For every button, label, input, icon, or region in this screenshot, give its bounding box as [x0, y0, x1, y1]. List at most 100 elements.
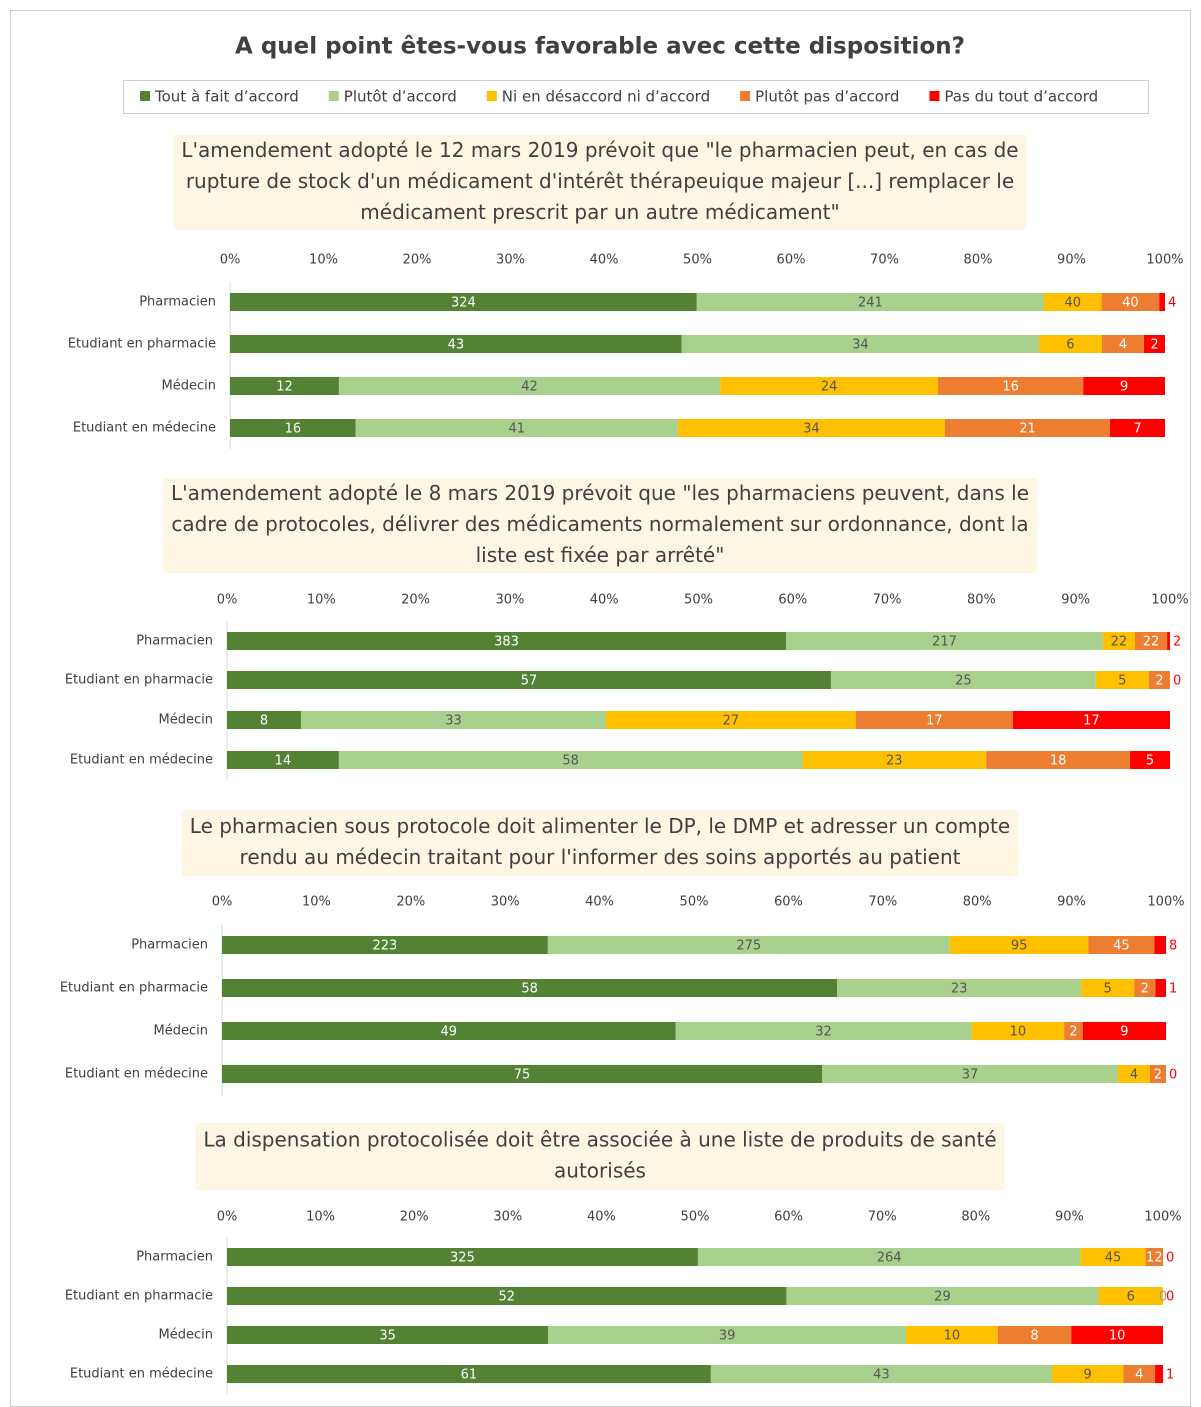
value-label: 5	[1146, 754, 1154, 769]
bar-segment	[1150, 1065, 1166, 1083]
value-label: 10	[944, 1329, 961, 1344]
value-label: 17	[1083, 714, 1100, 729]
value-label: 40	[1122, 296, 1139, 311]
x-tick-label: 90%	[1057, 253, 1086, 268]
value-label: 52	[498, 1290, 515, 1305]
value-label: 6	[1127, 1290, 1135, 1305]
value-label: 42	[521, 380, 538, 395]
x-tick-label: 90%	[1055, 1210, 1084, 1225]
subtitle-box	[181, 810, 1019, 876]
value-label: 383	[494, 635, 519, 650]
value-label: 61	[461, 1368, 478, 1383]
bar-segment	[1134, 632, 1168, 650]
legend-label: Tout à fait d’accord	[154, 88, 299, 106]
value-label: 0	[1166, 1251, 1174, 1266]
bar-segment	[355, 419, 678, 437]
value-label: 0	[1169, 1068, 1177, 1083]
x-tick-label: 50%	[683, 253, 712, 268]
value-label: 241	[858, 296, 883, 311]
bar-segment	[338, 751, 803, 769]
bar-segment	[1088, 936, 1155, 954]
bar-segment	[606, 711, 856, 729]
value-label: 24	[821, 380, 838, 395]
value-label: 16	[285, 422, 302, 437]
x-tick-label: 60%	[774, 1210, 803, 1225]
x-tick-label: 30%	[491, 895, 520, 910]
bar-segment	[997, 1326, 1072, 1344]
bar-segment	[945, 419, 1110, 437]
value-label: 45	[1113, 939, 1130, 954]
x-tick-label: 80%	[964, 253, 993, 268]
y-tick-label: Etudiant en médecine	[65, 1067, 208, 1082]
x-tick-label: 20%	[396, 895, 425, 910]
bar-segment	[1071, 1326, 1163, 1344]
bar-segment	[971, 1022, 1065, 1040]
value-label: 4	[1119, 338, 1127, 353]
legend-swatch	[328, 91, 339, 101]
value-label: 217	[932, 635, 957, 650]
value-label: 37	[962, 1068, 979, 1083]
bar-segment	[547, 936, 950, 954]
value-label: 27	[723, 714, 740, 729]
bar-segment	[222, 979, 838, 997]
x-tick-label: 40%	[590, 253, 619, 268]
value-label: 1	[1169, 982, 1177, 997]
bar-segment	[227, 751, 339, 769]
bar-segment	[1082, 1022, 1166, 1040]
bar-segment	[1110, 419, 1165, 437]
x-tick-label: 10%	[306, 1210, 335, 1225]
x-tick-label: 20%	[401, 593, 430, 608]
value-label: 22	[1143, 635, 1160, 650]
value-label: 5	[1104, 982, 1112, 997]
x-tick-label: 70%	[868, 895, 897, 910]
bar-segment	[1051, 1365, 1124, 1383]
bar-segment	[548, 1326, 907, 1344]
bar-segment	[1080, 1248, 1146, 1266]
value-label: 324	[451, 296, 476, 311]
x-tick-label: 0%	[217, 1210, 238, 1225]
x-tick-label: 10%	[309, 253, 338, 268]
bar-segment	[1083, 377, 1165, 395]
value-label: 2	[1069, 1025, 1077, 1040]
bar-segment	[837, 979, 1082, 997]
bar-segment	[227, 1287, 787, 1305]
subtitle-line: Le pharmacien sous protocole doit alimen…	[190, 814, 1010, 838]
value-label: 21	[1019, 422, 1036, 437]
legend-swatch	[740, 91, 751, 101]
bar-segment	[1101, 335, 1144, 353]
bar-segment	[1155, 979, 1166, 997]
bar-segment	[1159, 293, 1165, 311]
bar-segment	[986, 751, 1131, 769]
bar-segment	[230, 293, 697, 311]
x-tick-label: 10%	[307, 593, 336, 608]
subtitle-line: médicament prescrit par un autre médicam…	[360, 200, 839, 224]
value-label: 4	[1168, 296, 1176, 311]
y-tick-label: Pharmacien	[136, 1250, 213, 1265]
bar-segment	[1145, 1248, 1163, 1266]
x-tick-label: 30%	[493, 1210, 522, 1225]
value-label: 22	[1111, 635, 1128, 650]
bar-segment	[338, 377, 721, 395]
subtitle-line: L'amendement adopté le 12 mars 2019 prév…	[181, 138, 1018, 162]
legend-label: Ni en désaccord ni d’accord	[502, 88, 710, 106]
value-label: 57	[521, 674, 538, 689]
value-label: 12	[1146, 1251, 1163, 1266]
x-tick-label: 40%	[585, 895, 614, 910]
x-tick-label: 30%	[496, 253, 525, 268]
bar-segment	[222, 1022, 676, 1040]
bar-segment	[222, 936, 548, 954]
bar-segment	[677, 419, 945, 437]
value-label: 0	[1166, 1290, 1174, 1305]
value-label: 45	[1105, 1251, 1122, 1266]
x-tick-label: 50%	[681, 1210, 710, 1225]
bar-segment	[222, 1065, 822, 1083]
bar-segment	[1043, 293, 1102, 311]
value-label: 264	[877, 1251, 902, 1266]
legend-swatch	[140, 91, 150, 101]
legend-swatch	[486, 91, 497, 101]
x-tick-label: 0%	[220, 253, 241, 268]
bar-segment	[802, 751, 987, 769]
bar-segment	[227, 671, 831, 689]
value-label: 223	[373, 939, 398, 954]
